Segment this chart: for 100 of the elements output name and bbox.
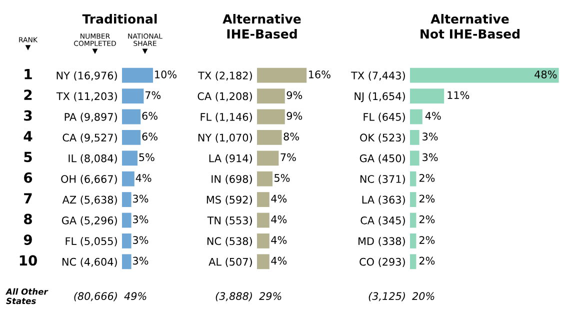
data-label: 2% xyxy=(419,236,435,244)
bar xyxy=(122,234,132,248)
data-label: 4% xyxy=(271,194,287,203)
bar xyxy=(257,234,270,248)
y-tick-label: IN (698) xyxy=(212,174,252,184)
bar xyxy=(122,254,132,270)
data-label: 4% xyxy=(271,256,287,265)
text: 9 xyxy=(24,234,32,245)
bar xyxy=(257,192,270,207)
text: All Other States xyxy=(5,288,48,304)
data-label: 4% xyxy=(271,215,287,224)
data-label: 10% xyxy=(155,70,176,78)
text: 10 xyxy=(20,255,37,266)
data-label: 3% xyxy=(133,236,148,244)
y-tick-label: AL (507) xyxy=(208,258,252,267)
y-tick-label: NY (1,070) xyxy=(198,134,252,143)
data-label: 5% xyxy=(139,153,154,162)
y-tick-label: FL (645) xyxy=(364,112,405,122)
y-tick-label: MD (338) xyxy=(358,237,405,246)
y-tick-label: CA (345) xyxy=(360,216,405,226)
data-label: 5% xyxy=(274,174,290,182)
y-tick-label: TN (553) xyxy=(207,216,252,226)
bar xyxy=(257,130,282,145)
data-label: 7% xyxy=(145,91,161,100)
data-label: 4% xyxy=(136,174,152,182)
data-label: 7% xyxy=(280,153,296,162)
text: 29% xyxy=(259,292,282,300)
text: 5 xyxy=(24,152,32,162)
y-tick-label: CA (1,208) xyxy=(198,92,252,102)
y-tick-label: FL (1,146) xyxy=(200,112,252,122)
chart-title: Alternative IHE-Based xyxy=(222,14,301,39)
data-label: 3% xyxy=(133,215,148,224)
bar xyxy=(122,130,141,145)
y-tick-label: CO (293) xyxy=(360,258,405,267)
text: (3,125) xyxy=(368,292,405,302)
bar xyxy=(410,212,416,228)
y-tick-label: FL (5,055) xyxy=(66,237,117,246)
data-label: 4% xyxy=(271,236,287,244)
y-tick-label: PA (9,897) xyxy=(64,112,117,122)
text: 3 xyxy=(24,110,32,121)
data-label: 2% xyxy=(419,256,435,265)
data-label: 6% xyxy=(142,132,158,140)
y-tick-label: CA (9,527) xyxy=(62,134,117,143)
y-tick-label: GA (5,296) xyxy=(62,216,117,226)
text: 49% xyxy=(124,292,146,300)
bar xyxy=(122,192,132,207)
bar xyxy=(410,109,422,124)
y-tick-label: TX (11,203) xyxy=(56,92,117,102)
y-tick-label: NY (16,976) xyxy=(56,71,117,81)
data-label: 3% xyxy=(422,132,438,140)
text: 4 xyxy=(24,131,32,142)
bar xyxy=(410,88,444,104)
y-tick-label: IL (8,084) xyxy=(68,154,117,164)
chart-title: Alternative Not IHE-Based xyxy=(420,14,520,39)
data-label: 3% xyxy=(133,194,148,203)
chart-title: Traditional xyxy=(82,14,157,24)
text: (3,888) xyxy=(216,292,252,302)
data-label: 8% xyxy=(284,132,299,140)
y-tick-label: LA (363) xyxy=(362,196,405,205)
data-label: 6% xyxy=(142,112,158,120)
text: 6 xyxy=(24,172,32,183)
data-label: 48% xyxy=(534,70,557,78)
y-tick-label: OK (523) xyxy=(360,134,405,143)
bar xyxy=(257,150,279,166)
y-tick-label: GA (450) xyxy=(360,154,405,164)
bar xyxy=(257,109,285,124)
text: 7 xyxy=(24,193,32,204)
y-tick-label: OH (6,667) xyxy=(61,174,117,184)
text: 20% xyxy=(412,292,434,300)
bar xyxy=(410,192,416,207)
bar xyxy=(410,68,559,83)
bar xyxy=(122,88,144,104)
text: 8 xyxy=(24,214,32,224)
text: (80,666) xyxy=(74,292,117,302)
bar xyxy=(410,254,416,270)
data-label: 11% xyxy=(448,91,470,100)
data-label: 2% xyxy=(419,215,435,224)
bar xyxy=(257,68,307,83)
y-tick-label: MS (592) xyxy=(206,196,252,205)
bar xyxy=(257,171,272,186)
y-tick-label: TX (2,182) xyxy=(198,71,252,81)
bar xyxy=(257,254,270,270)
data-label: 16% xyxy=(308,70,330,78)
data-label: 3% xyxy=(422,153,438,162)
y-tick-label: NC (371) xyxy=(360,174,405,184)
bar xyxy=(410,171,416,186)
data-label: 3% xyxy=(133,256,148,265)
bar xyxy=(122,109,141,124)
bar xyxy=(257,212,270,228)
y-tick-label: TX (7,443) xyxy=(351,71,405,81)
bar xyxy=(122,212,132,228)
y-tick-label: LA (914) xyxy=(209,154,252,164)
data-label: 9% xyxy=(286,112,302,120)
bar xyxy=(410,150,420,166)
data-label: 9% xyxy=(286,91,302,100)
bar xyxy=(410,234,416,248)
text: 1 xyxy=(24,69,32,80)
y-tick-label: NC (538) xyxy=(207,237,252,246)
y-tick-label: NJ (1,654) xyxy=(354,92,405,102)
data-label: 2% xyxy=(419,194,435,203)
